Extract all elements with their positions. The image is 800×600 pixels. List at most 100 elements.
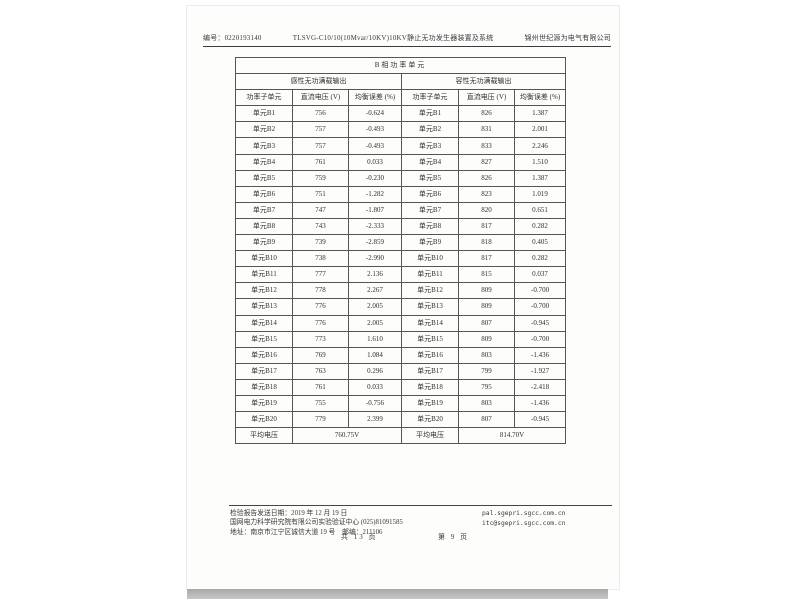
table-cell: 761	[292, 378, 349, 396]
table-row: 单元B20 779 2.399 单元B20 807 -0.945	[235, 411, 567, 429]
table-cell: 823	[458, 185, 515, 203]
table-cell: 831	[458, 121, 515, 139]
table-cell: 单元B18	[401, 378, 459, 396]
table-cell: 803	[458, 346, 515, 364]
table-row: 单元B6 751 -1.282 单元B6 823 1.019	[235, 185, 567, 203]
table-cell: 单元B11	[235, 266, 293, 284]
table-cell: -1.282	[348, 185, 402, 203]
column-header: 均衡误差 (%)	[348, 89, 402, 107]
table-cell: 单元B9	[401, 234, 459, 252]
table-cell: -0.700	[513, 282, 567, 300]
table-row: 单元B4 761 0.033 单元B4 827 1.510	[235, 153, 567, 171]
table-row: 单元B19 755 -0.756 单元B19 803 -1.436	[235, 394, 567, 413]
table-cell: 769	[292, 346, 349, 364]
table-cell: 815	[458, 266, 515, 284]
table-cell: -0.756	[348, 394, 402, 413]
table-row: 单元B10 738 -2.990 单元B10 817 0.282	[235, 250, 567, 268]
table-cell: 820	[458, 201, 515, 219]
table-cell: 2.246	[513, 137, 567, 155]
table-cell: 单元B19	[235, 394, 293, 413]
table-cell: 单元B10	[235, 250, 293, 268]
table-cell: 单元B8	[235, 217, 293, 236]
table-cell: 单元B18	[235, 378, 293, 396]
table-cell: 809	[458, 282, 515, 300]
group-header-capacitive: 容性无功满载输出	[400, 73, 567, 91]
table-row: 单元B5 759 -0.230 单元B5 826 1.387	[235, 169, 567, 187]
table-cell: 807	[458, 411, 515, 429]
table-row: 单元B17 763 0.296 单元B17 799 -1.927	[235, 362, 567, 380]
table-row: 单元B15 773 1.610 单元B15 809 -0.700	[235, 330, 567, 348]
table-cell: 1.387	[513, 105, 567, 123]
table-cell: 单元B11	[401, 266, 459, 284]
table-cell: -1.807	[348, 201, 402, 219]
table-cell: 单元B13	[235, 298, 293, 316]
table-cell: 0.296	[348, 362, 402, 380]
table-row: 单元B2 757 -0.493 单元B2 831 2.001	[235, 121, 567, 139]
table-cell: 单元B15	[235, 330, 293, 348]
table-cell: 1.610	[348, 330, 402, 348]
table-row: 单元B3 757 -0.493 单元B3 833 2.246	[235, 137, 567, 155]
table-cell: 826	[458, 105, 515, 123]
average-row: 平均电压 760.75V 平均电压 814.70V	[235, 427, 567, 445]
table-cell: 759	[292, 169, 349, 187]
average-label-right: 平均电压	[401, 427, 459, 445]
table-cell: 756	[292, 105, 349, 123]
table-row: 单元B16 769 1.084 单元B16 803 -1.436	[235, 346, 567, 364]
company-name: 锦州世纪源为电气有限公司	[524, 34, 611, 42]
table-row: 单元B1 756 -0.624 单元B1 826 1.387	[235, 105, 567, 123]
table-cell: 单元B7	[401, 201, 459, 219]
column-header: 直流电压 (V)	[458, 89, 515, 107]
average-value-left: 760.75V	[292, 427, 402, 445]
footer-divider	[229, 505, 612, 506]
page-bottom-scan-shadow	[187, 589, 608, 599]
table-cell: 2.005	[348, 314, 402, 332]
table-cell: 2.005	[348, 298, 402, 316]
table-cell: 747	[292, 201, 349, 219]
average-value-right: 814.70V	[457, 427, 567, 445]
column-header: 功率子单元	[235, 89, 293, 107]
table-cell: 1.084	[348, 346, 402, 364]
table-cell: 单元B16	[235, 346, 293, 364]
table-cell: 763	[292, 362, 349, 380]
table-cell: 单元B4	[401, 153, 459, 171]
table-cell: -0.945	[513, 314, 567, 332]
report-sent-date: 检验报告发送日期：2019 年 12 月 19 日	[230, 510, 348, 517]
table-cell: 2.136	[348, 266, 402, 284]
table-cell: 0.282	[513, 250, 567, 268]
table-cell: 817	[458, 250, 515, 268]
table-cell: 2.399	[348, 411, 402, 429]
table-cell: 单元B3	[401, 137, 459, 155]
table-cell: 单元B10	[401, 250, 459, 268]
table-cell: 单元B4	[235, 153, 293, 171]
total-pages: 共 13 页	[341, 533, 378, 541]
table-cell: 单元B14	[401, 314, 459, 332]
table-cell: 单元B12	[401, 282, 459, 300]
table-cell: 单元B14	[235, 314, 293, 332]
table-cell: 833	[458, 137, 515, 155]
table-cell: -1.436	[513, 394, 567, 413]
table-cell: 单元B1	[401, 105, 459, 123]
table-cell: -0.945	[513, 411, 567, 429]
table-cell: -2.990	[348, 250, 402, 268]
table-cell: 单元B16	[401, 346, 459, 364]
table-cell: 799	[458, 362, 515, 380]
website-line: pal.sgepri.sgcc.com.cn	[482, 510, 566, 517]
table-cell: -2.418	[513, 378, 567, 396]
document-header: 编号：0220193140 TLSVG-C10/10(10Mvar/10KV)1…	[203, 33, 611, 47]
table-cell: 807	[458, 314, 515, 332]
table-cell: 单元B13	[401, 298, 459, 316]
table-cell: 单元B2	[401, 121, 459, 139]
table-cell: -0.230	[348, 169, 402, 187]
table-title: B相功率单元	[234, 56, 567, 75]
document-title: TLSVG-C10/10(10Mvar/10KV)10KV静止无功发生器装置及系…	[292, 34, 494, 42]
table-cell: 0.405	[513, 234, 567, 252]
table-cell: 809	[458, 330, 515, 348]
table-row: 单元B9 739 -2.859 单元B9 818 0.405	[235, 234, 567, 252]
table-cell: -0.700	[513, 330, 567, 348]
table-cell: 单元B5	[401, 169, 459, 187]
table-cell: 1.387	[513, 169, 567, 187]
table-cell: 779	[292, 411, 349, 429]
table-cell: 751	[292, 185, 349, 203]
table-cell: 2.267	[348, 282, 402, 300]
table-cell: 826	[458, 169, 515, 187]
